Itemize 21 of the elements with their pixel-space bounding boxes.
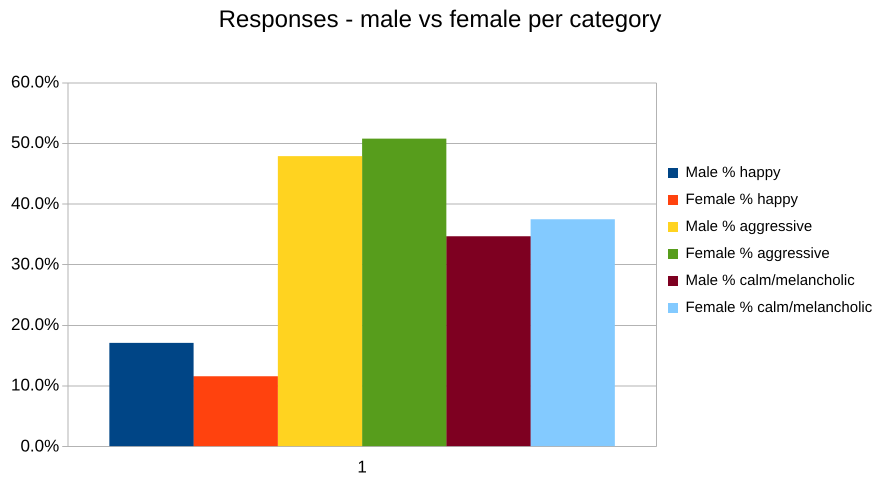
y-tick-label: 20.0%: [11, 315, 60, 334]
y-tick-label: 10.0%: [11, 376, 60, 395]
legend-label: Female % happy: [686, 191, 799, 208]
y-tick-label: 40.0%: [11, 194, 60, 213]
chart-title: Responses - male vs female per category: [218, 6, 662, 34]
bar: [362, 138, 446, 446]
bar: [530, 219, 615, 446]
y-tick-label: 30.0%: [11, 254, 60, 274]
x-tick-label: 1: [357, 457, 367, 476]
y-tick-label: 50.0%: [11, 133, 60, 152]
bar: [446, 236, 531, 446]
bar: [194, 376, 278, 446]
legend-label: Female % calm/melancholic: [686, 299, 873, 316]
bar: [278, 156, 362, 446]
bar: [109, 342, 194, 446]
legend-label: Male % calm/melancholic: [686, 272, 856, 290]
y-tick-label: 60.0%: [11, 72, 60, 92]
y-tick-label: 0.0%: [20, 436, 60, 456]
legend-label: Male % happy: [686, 164, 782, 182]
legend-label: Female % aggressive: [686, 245, 830, 262]
legend-label: Male % aggressive: [686, 218, 812, 236]
